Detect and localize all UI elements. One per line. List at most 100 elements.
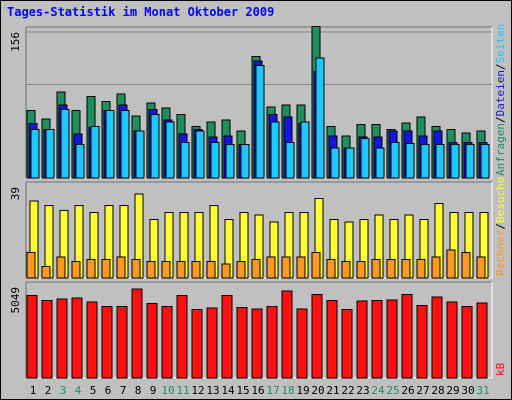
bar-kb-day-1 <box>26 294 38 379</box>
bar-seiten-day-26 <box>405 142 415 179</box>
bar-seiten-day-3 <box>60 109 70 179</box>
day-label-24: 24 <box>371 384 385 397</box>
panel-1-legend: Rechner/Besuche <box>494 177 507 276</box>
bar-rechner-day-1 <box>26 251 36 279</box>
bar-kb-day-8 <box>131 288 143 379</box>
bar-kb-day-31 <box>476 302 488 379</box>
bar-kb-day-18 <box>281 290 293 379</box>
bar-rechner-day-27 <box>416 258 426 279</box>
bar-kb-day-29 <box>446 301 458 379</box>
day-label-3: 3 <box>60 384 67 397</box>
day-label-1: 1 <box>30 384 37 397</box>
bar-seiten-day-24 <box>375 147 385 179</box>
day-label-31: 31 <box>476 384 489 397</box>
day-label-22: 22 <box>341 384 354 397</box>
bar-seiten-day-7 <box>120 110 130 179</box>
day-label-9: 9 <box>150 384 157 397</box>
bar-kb-day-19 <box>296 308 308 379</box>
bar-rechner-day-9 <box>146 261 156 279</box>
day-label-4: 4 <box>75 384 82 397</box>
bar-kb-day-26 <box>401 294 413 379</box>
bar-rechner-day-22 <box>341 261 351 279</box>
day-label-28: 28 <box>431 384 444 397</box>
chart-title: Tages-Statistik im Monat Oktober 2009 <box>7 5 275 19</box>
bar-seiten-day-14 <box>225 143 235 179</box>
day-label-29: 29 <box>446 384 459 397</box>
bar-kb-day-12 <box>191 309 203 379</box>
day-label-8: 8 <box>135 384 142 397</box>
bar-seiten-day-6 <box>105 110 115 179</box>
bar-rechner-day-21 <box>326 258 336 279</box>
bar-rechner-day-12 <box>191 261 201 279</box>
bar-rechner-day-18 <box>281 256 291 279</box>
bar-seiten-day-13 <box>210 141 220 179</box>
legend-separator-3: / <box>494 63 507 70</box>
bar-seiten-day-30 <box>465 143 475 179</box>
bar-rechner-day-23 <box>356 261 366 279</box>
bar-kb-day-15 <box>236 307 248 379</box>
day-label-5: 5 <box>90 384 97 397</box>
bar-kb-day-25 <box>386 299 398 379</box>
bar-kb-day-2 <box>41 299 53 379</box>
bar-rechner-day-29 <box>446 249 456 279</box>
bar-rechner-day-26 <box>401 258 411 279</box>
panel-1-max-label: 39 <box>9 187 22 200</box>
bar-rechner-day-8 <box>131 258 141 279</box>
bar-kb-day-9 <box>146 303 158 379</box>
bar-rechner-day-25 <box>386 258 396 279</box>
bar-seiten-day-18 <box>285 141 295 179</box>
bar-kb-day-27 <box>416 304 428 379</box>
bar-seiten-day-28 <box>435 143 445 179</box>
bar-seiten-day-12 <box>195 130 205 179</box>
bar-rechner-day-24 <box>371 258 381 279</box>
day-label-30: 30 <box>461 384 474 397</box>
bar-seiten-day-11 <box>180 141 190 179</box>
bar-seiten-day-5 <box>90 126 100 179</box>
bar-seiten-day-17 <box>270 121 280 179</box>
bar-rechner-day-14 <box>221 263 231 279</box>
day-label-2: 2 <box>45 384 52 397</box>
bar-seiten-day-4 <box>75 143 85 179</box>
bar-rechner-day-11 <box>176 261 186 279</box>
bar-kb-day-7 <box>116 305 128 379</box>
bar-seiten-day-10 <box>165 121 175 179</box>
bar-kb-day-21 <box>326 299 338 379</box>
panel-0-legend: Anfragen/Dateien/Seiten <box>494 24 507 176</box>
bar-kb-day-30 <box>461 305 473 379</box>
bar-kb-day-24 <box>371 299 383 379</box>
bar-kb-day-6 <box>101 305 113 379</box>
bar-kb-day-17 <box>266 305 278 379</box>
day-label-11: 11 <box>176 384 189 397</box>
bar-rechner-day-13 <box>206 261 216 279</box>
day-label-7: 7 <box>120 384 127 397</box>
bar-seiten-day-1 <box>30 128 40 179</box>
bar-rechner-day-19 <box>296 256 306 279</box>
bar-rechner-day-20 <box>311 251 321 279</box>
bar-rechner-day-30 <box>461 251 471 279</box>
bar-seiten-day-22 <box>345 147 355 179</box>
bar-seiten-day-9 <box>150 113 160 179</box>
bar-rechner-day-2 <box>41 265 51 279</box>
legend-rechner-0: Rechner <box>494 229 507 276</box>
bar-rechner-day-5 <box>86 258 96 279</box>
panel-2-max-label: 5049 <box>9 287 22 314</box>
bar-seiten-day-25 <box>390 141 400 179</box>
day-label-27: 27 <box>416 384 429 397</box>
bar-kb-day-3 <box>56 298 68 379</box>
day-label-19: 19 <box>296 384 309 397</box>
bar-kb-day-14 <box>221 294 233 379</box>
bar-kb-day-20 <box>311 293 323 379</box>
bar-seiten-day-15 <box>240 143 250 179</box>
day-label-10: 10 <box>161 384 174 397</box>
bar-kb-day-16 <box>251 308 263 379</box>
bar-seiten-day-16 <box>255 65 265 179</box>
day-label-17: 17 <box>266 384 279 397</box>
legend-kb-0: kB <box>494 362 507 376</box>
bar-rechner-day-28 <box>431 256 441 279</box>
bar-seiten-day-23 <box>360 138 370 179</box>
bar-kb-day-23 <box>356 300 368 379</box>
bar-kb-day-22 <box>341 309 353 379</box>
legend-separator-1: / <box>494 116 507 123</box>
